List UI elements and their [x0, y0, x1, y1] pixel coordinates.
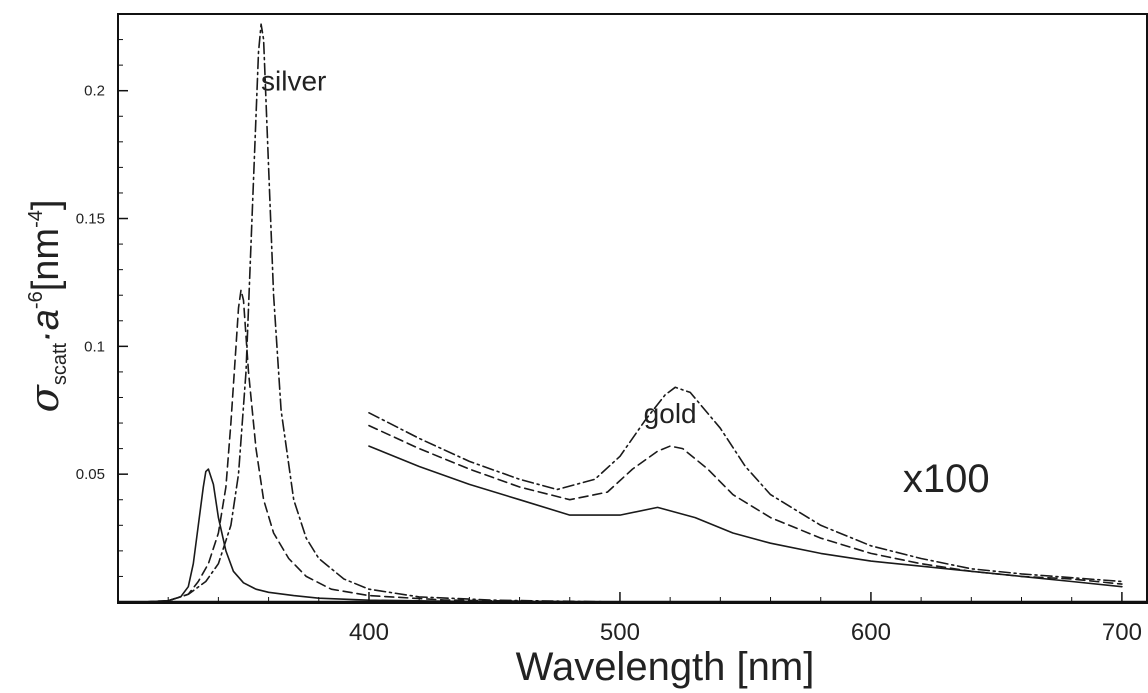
series-line-gold-dashed — [368, 424, 1123, 585]
y-axis-unit-close: ] — [25, 200, 67, 211]
y-tick-label: 0.15 — [76, 211, 105, 228]
series-line-gold-solid — [368, 445, 1123, 588]
x-axis-title: Wavelength [nm] — [516, 645, 815, 689]
y-tick-label: 0.1 — [84, 338, 105, 355]
series-line-gold-dashdot — [368, 386, 1123, 583]
y-axis-unit-superscript: -4 — [25, 210, 47, 228]
series-line-silver-solid — [142, 468, 621, 603]
x-tick-label: 500 — [600, 619, 640, 646]
series-layer — [142, 23, 1123, 603]
annotation-x100: x100 — [903, 457, 990, 501]
x-tick-label: 400 — [349, 619, 389, 646]
plot-frame — [117, 13, 1148, 604]
y-axis-unit-open: [nm — [25, 228, 67, 291]
y-axis-title: σscatt·a-6[nm-4] — [22, 200, 71, 413]
y-axis-middle: ·a — [25, 309, 67, 343]
annotation-layer: silver gold x100 — [261, 66, 990, 501]
y-axis-symbol: σ — [22, 383, 68, 412]
y-tick-label: 0.2 — [84, 83, 105, 100]
series-line-silver-dashed — [142, 289, 621, 603]
y-axis-superscript: -6 — [25, 291, 47, 309]
annotation-silver: silver — [261, 66, 326, 97]
y-axis-subscript: scatt — [49, 342, 71, 385]
x-tick-label: 700 — [1102, 619, 1142, 646]
x-tick-label: 600 — [851, 619, 891, 646]
tick-layer: 400 500 600 700 0.05 0.1 0.15 0.2 — [76, 39, 1147, 646]
series-line-silver-dashdot — [142, 23, 621, 603]
annotation-gold: gold — [644, 398, 697, 429]
y-tick-label: 0.05 — [76, 466, 105, 483]
